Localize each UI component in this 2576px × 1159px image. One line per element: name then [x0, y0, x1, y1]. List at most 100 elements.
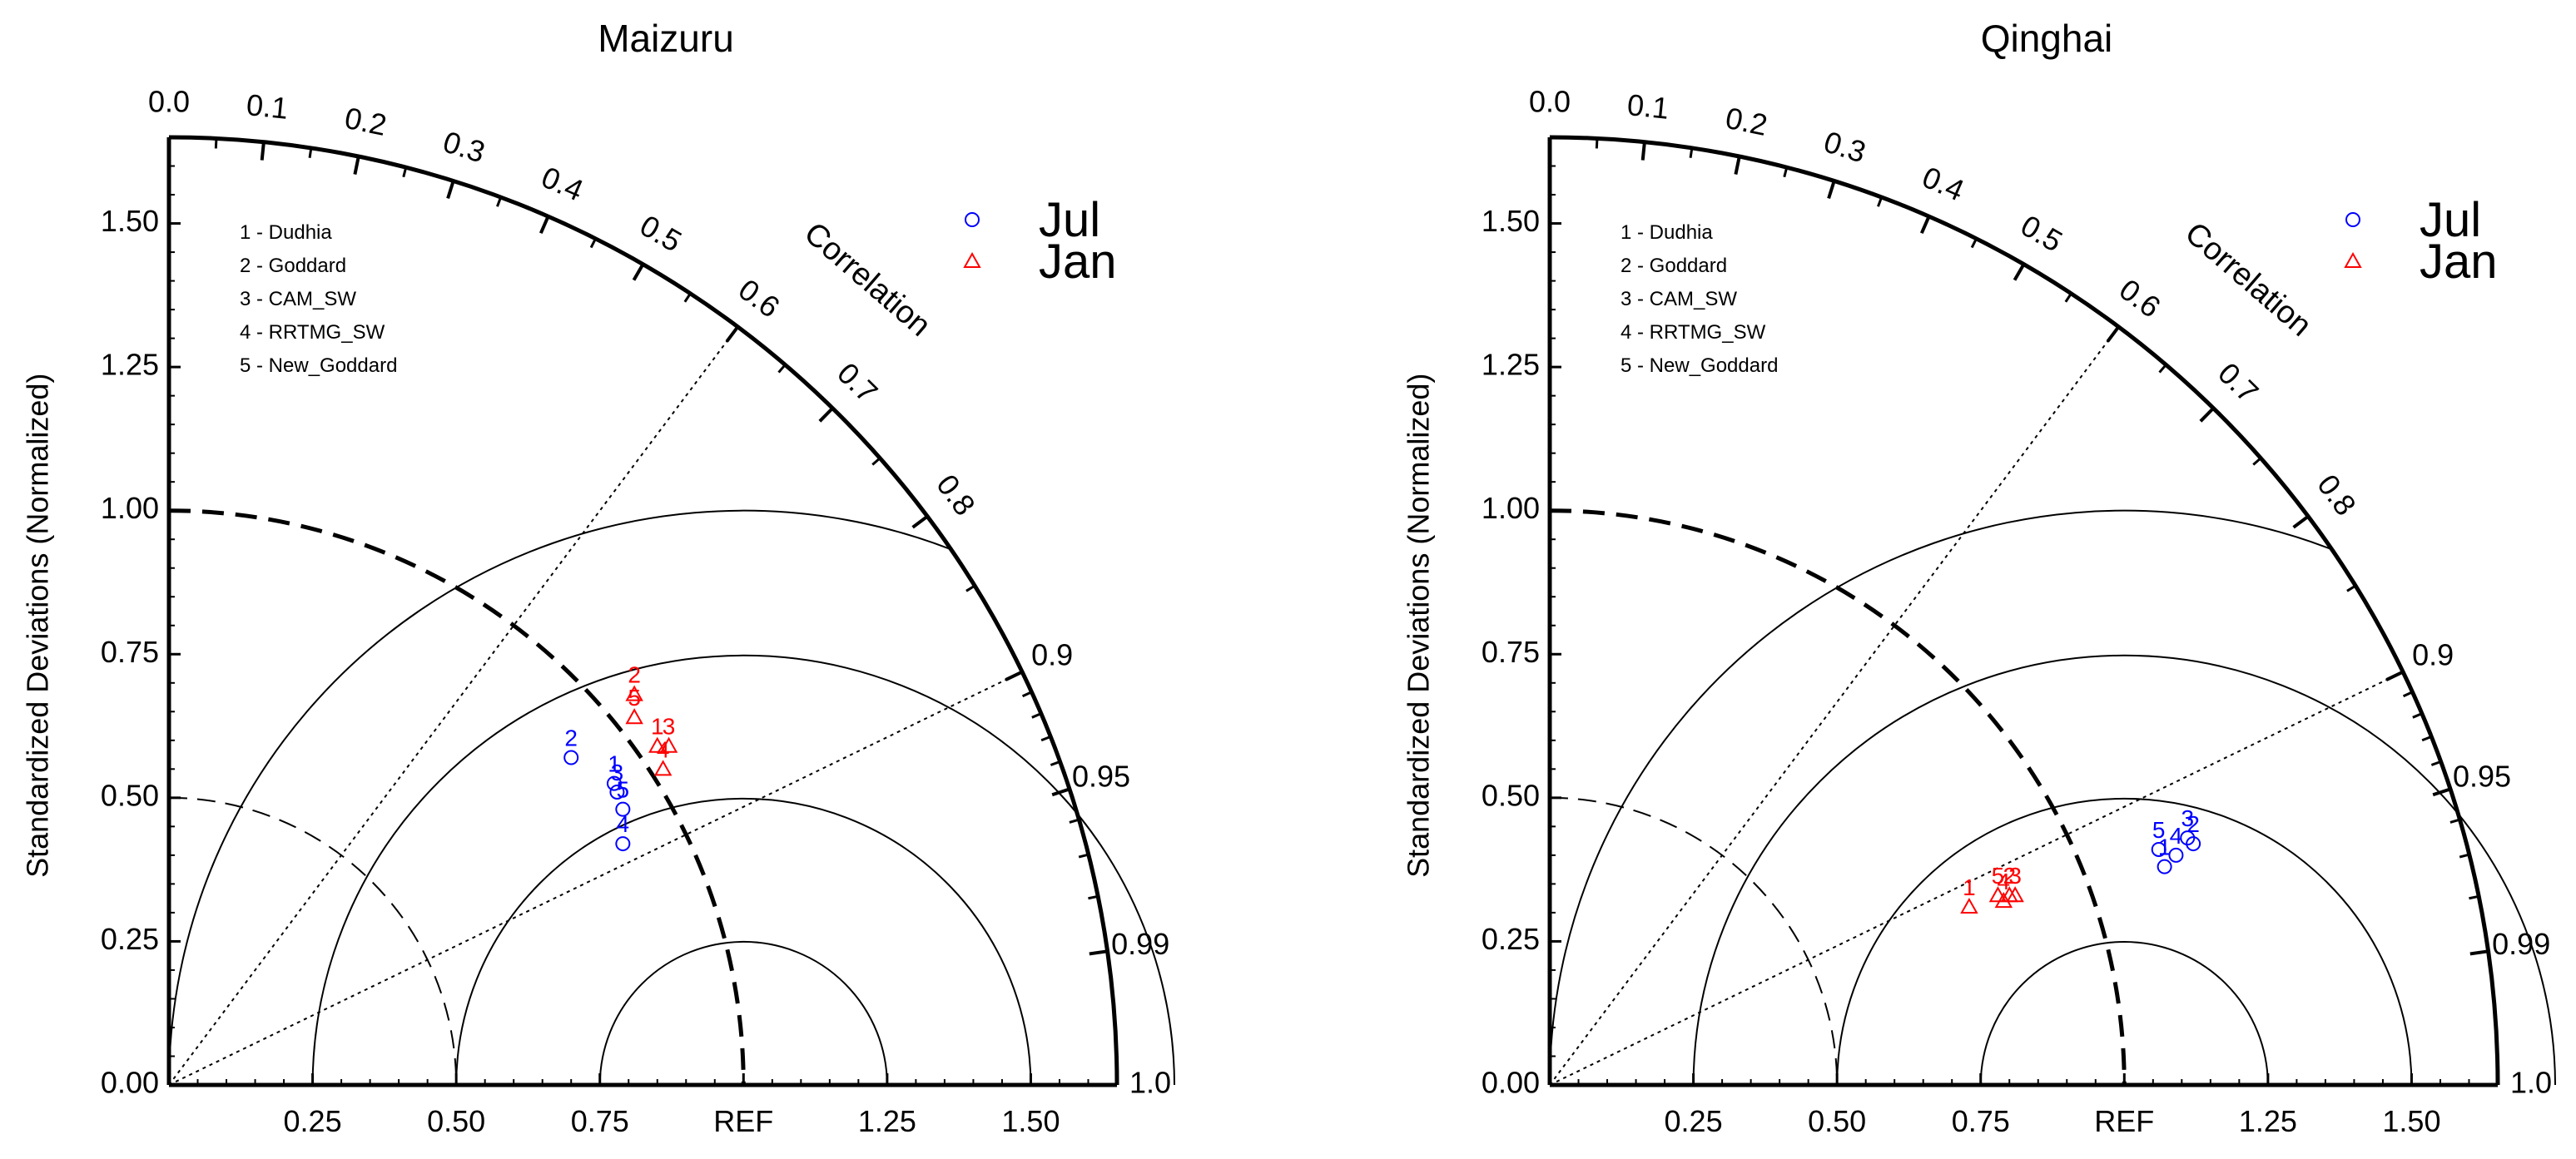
correlation-minor-tick	[2402, 691, 2414, 698]
data-point-label: 2	[564, 726, 578, 751]
correlation-major-tick	[1051, 787, 1070, 797]
correlation-minor-tick	[589, 238, 597, 249]
correlation-minor-tick	[2346, 584, 2356, 592]
y-tick-label: 1.25	[1482, 348, 1540, 382]
correlation-minor-tick	[1595, 138, 1599, 149]
taylor-panel-maizuru: Maizuru 0.0 0.1 0.2 0.3 0.4 0.5 0.6 0.7 0.8 0.9 0.9…	[21, 17, 1176, 1138]
correlation-minor-tick	[1970, 238, 1978, 249]
chart-title: Maizuru	[598, 17, 734, 60]
correlation-tick-label: 0.9	[2412, 638, 2454, 672]
correlation-minor-tick	[2430, 760, 2442, 766]
correlation-tick-label: 0.0	[148, 85, 190, 119]
correlation-axis-title: Correlation	[2178, 215, 2318, 343]
correlation-major-tick	[2385, 670, 2404, 681]
correlation-minor-tick	[402, 166, 408, 178]
data-point-label: 4	[617, 811, 630, 837]
rmsd-arc	[168, 509, 952, 1086]
data-point-label: 5	[617, 777, 630, 803]
rmsd-arc	[455, 798, 1032, 1086]
correlation-minor-tick	[2412, 712, 2423, 719]
correlation-major-tick	[353, 156, 360, 175]
data-point-label: 3	[663, 714, 676, 740]
correlation-major-tick	[2199, 407, 2215, 423]
correlation-tick-label: 0.99	[1111, 927, 1169, 961]
y-tick-label: 0.75	[101, 635, 159, 669]
correlation-tick-label: 0.1	[1626, 87, 1670, 126]
x-tick-label: REF	[2094, 1104, 2154, 1138]
data-point-label: 1	[651, 714, 664, 740]
correlation-major-tick	[2432, 787, 2451, 797]
y-tick-label: 1.50	[101, 204, 159, 238]
rmsd-arc	[598, 941, 888, 1086]
data-point-label: 3	[2008, 863, 2022, 889]
correlation-ray	[1549, 671, 2404, 1086]
correlation-minor-tick	[2449, 818, 2460, 824]
x-tick-label: 0.75	[1952, 1104, 2010, 1138]
correlation-minor-tick	[965, 584, 975, 592]
correlation-minor-tick	[1877, 196, 1884, 207]
correlation-tick-label: 0.6	[2113, 272, 2167, 324]
data-point-jan	[1988, 886, 2008, 903]
data-point-jul	[609, 784, 625, 800]
correlation-minor-tick	[2064, 292, 2072, 303]
correlation-ray	[168, 326, 739, 1086]
legend-model-item: 5 - New_Goddard	[240, 354, 397, 377]
correlation-ray	[1549, 326, 2120, 1086]
data-point-jan	[1960, 897, 1978, 914]
std-arc-half	[1549, 796, 1839, 1086]
y-tick-label: 0.25	[1482, 922, 1540, 956]
correlation-ray	[168, 671, 1023, 1086]
data-point-label: 4	[1998, 869, 2011, 894]
data-point-label: 2	[2003, 863, 2016, 889]
legend-model-item: 3 - CAM_SW	[240, 288, 356, 310]
correlation-minor-tick	[1050, 760, 1061, 766]
correlation-major-tick	[818, 407, 834, 423]
correlation-tick-label: 0.99	[2492, 927, 2550, 961]
outer-arc	[168, 135, 1119, 1086]
data-point-label: 2	[628, 662, 641, 688]
data-point-jul	[563, 750, 579, 765]
correlation-major-tick	[2469, 949, 2489, 956]
legend-model-item: 4 - RRTMG_SW	[1621, 321, 1766, 344]
correlation-major-tick	[725, 325, 740, 343]
data-point-jan	[659, 736, 678, 753]
correlation-minor-tick	[1031, 712, 1042, 719]
chart-title: Qinghai	[1981, 17, 2113, 60]
data-point-label: 4	[2170, 823, 2183, 849]
correlation-tick-label: 0.95	[1072, 759, 1130, 793]
data-point-label: 5	[2152, 817, 2166, 843]
legend-season-label: Jul	[2420, 193, 2481, 247]
correlation-tick-label: 0.7	[831, 356, 884, 409]
correlation-tick-label: 0.6	[732, 272, 787, 324]
legend-season-label: Jul	[1039, 193, 1100, 247]
correlation-tick-label: 1.0	[2510, 1066, 2552, 1100]
correlation-minor-tick	[871, 457, 881, 466]
y-tick-label: 0.75	[1482, 635, 1540, 669]
data-point-label: 1	[1963, 874, 1976, 900]
legend-marker-jan	[963, 251, 981, 268]
rmsd-arc	[1979, 941, 2269, 1086]
x-tick-label: 1.25	[2239, 1104, 2297, 1138]
legend-season-label: Jan	[2420, 235, 2498, 289]
correlation-tick-label: 0.1	[245, 87, 290, 126]
correlation-major-tick	[1919, 215, 1931, 235]
data-point-label: 1	[608, 751, 621, 777]
correlation-minor-tick	[2421, 735, 2432, 742]
rmsd-arc	[1836, 798, 2413, 1086]
data-point-jul	[615, 836, 631, 852]
correlation-minor-tick	[1088, 894, 1099, 900]
legend-model-item: 2 - Goddard	[240, 255, 346, 277]
legend-model-item: 1 - Dudhia	[240, 221, 332, 244]
data-point-jan	[625, 708, 643, 725]
correlation-major-tick	[1734, 156, 1741, 175]
correlation-major-tick	[2292, 514, 2310, 529]
y-axis-label: Standardized Deviations (Normalized)	[1402, 374, 1436, 878]
correlation-tick-label: 0.4	[1918, 160, 1969, 208]
correlation-tick-label: 0.8	[930, 468, 982, 522]
correlation-major-tick	[539, 215, 550, 235]
correlation-tick-label: 0.3	[1820, 124, 1870, 169]
correlation-major-tick	[446, 180, 455, 200]
correlation-minor-tick	[1689, 147, 1694, 158]
data-point-jul	[2157, 859, 2172, 874]
rmsd-arc	[1692, 654, 2557, 1086]
